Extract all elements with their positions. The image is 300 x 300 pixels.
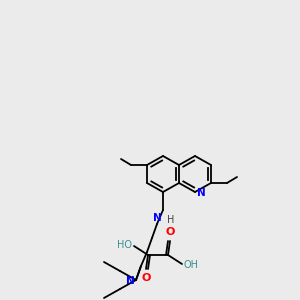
Text: H: H	[167, 215, 174, 225]
Text: OH: OH	[184, 260, 199, 270]
Text: O: O	[165, 227, 175, 237]
Text: O: O	[141, 273, 151, 283]
Text: N: N	[126, 276, 135, 286]
Text: N: N	[153, 213, 162, 223]
Text: HO: HO	[117, 240, 132, 250]
Text: N: N	[197, 188, 206, 198]
